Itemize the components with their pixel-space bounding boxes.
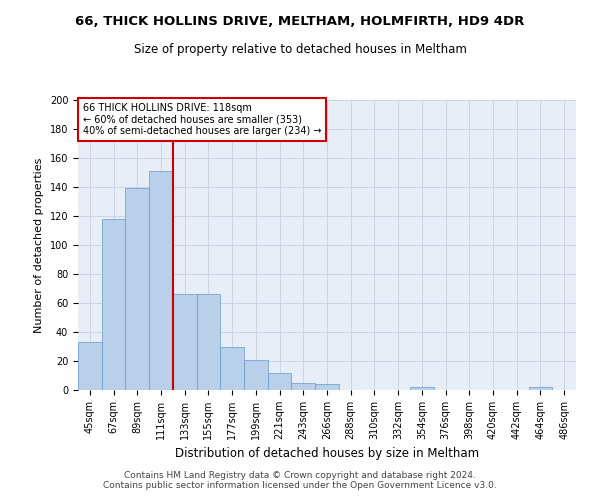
Text: Contains HM Land Registry data © Crown copyright and database right 2024.
Contai: Contains HM Land Registry data © Crown c… — [103, 470, 497, 490]
Bar — [244, 360, 268, 390]
Bar — [220, 346, 244, 390]
Bar — [315, 384, 339, 390]
Text: 66 THICK HOLLINS DRIVE: 118sqm
← 60% of detached houses are smaller (353)
40% of: 66 THICK HOLLINS DRIVE: 118sqm ← 60% of … — [83, 103, 322, 136]
Bar — [125, 188, 149, 390]
Y-axis label: Number of detached properties: Number of detached properties — [34, 158, 44, 332]
Bar — [149, 171, 173, 390]
Bar — [529, 387, 552, 390]
Bar — [173, 294, 197, 390]
X-axis label: Distribution of detached houses by size in Meltham: Distribution of detached houses by size … — [175, 448, 479, 460]
Bar — [197, 294, 220, 390]
Text: Size of property relative to detached houses in Meltham: Size of property relative to detached ho… — [134, 42, 466, 56]
Bar — [410, 387, 434, 390]
Bar — [292, 383, 315, 390]
Text: 66, THICK HOLLINS DRIVE, MELTHAM, HOLMFIRTH, HD9 4DR: 66, THICK HOLLINS DRIVE, MELTHAM, HOLMFI… — [76, 15, 524, 28]
Bar — [268, 372, 292, 390]
Bar — [102, 219, 125, 390]
Bar — [78, 342, 102, 390]
